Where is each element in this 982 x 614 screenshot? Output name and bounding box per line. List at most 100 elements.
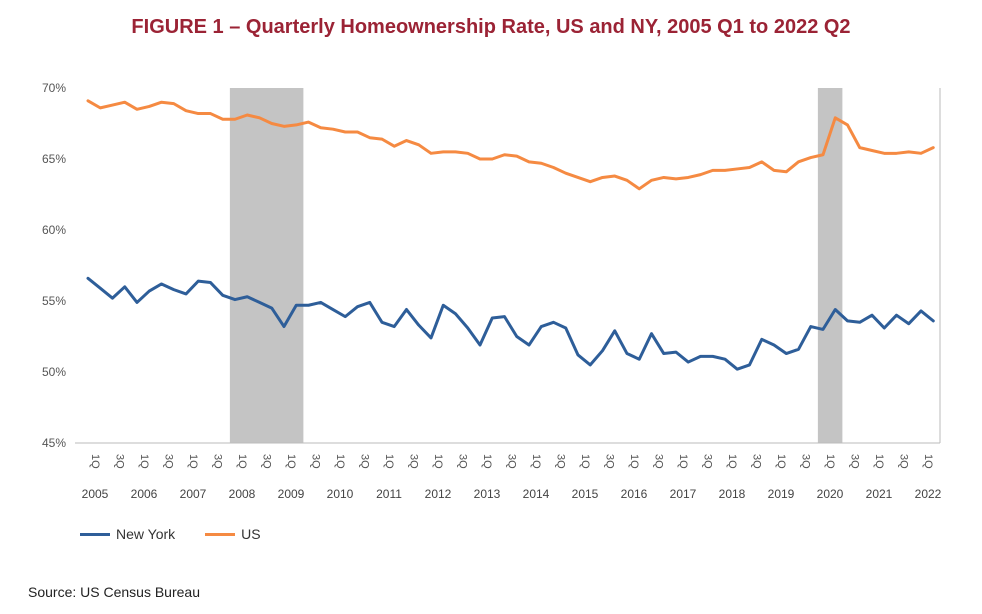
x-quarter-tick-label: 1Q	[334, 454, 346, 469]
data-point-new-york	[736, 367, 739, 371]
data-point-us	[356, 130, 359, 134]
data-point-new-york	[699, 355, 702, 358]
data-point-us	[160, 101, 163, 104]
x-quarter-tick-label: 1Q	[726, 454, 738, 469]
x-year-label: 2007	[180, 487, 207, 501]
data-point-us	[821, 153, 825, 156]
legend-swatch-us	[205, 532, 236, 536]
data-point-us	[233, 118, 237, 121]
source-note: Source: US Census Bureau	[28, 584, 200, 600]
data-point-us	[907, 150, 910, 154]
data-point-us	[417, 143, 420, 146]
data-point-new-york	[405, 308, 408, 311]
data-point-us	[589, 180, 592, 183]
data-point-us	[760, 160, 763, 164]
data-point-new-york	[429, 336, 433, 340]
x-quarter-tick-label: 3Q	[310, 454, 322, 469]
data-point-us	[307, 120, 310, 124]
legend-item-us: US	[205, 526, 261, 542]
data-point-us	[393, 145, 396, 148]
legend-label-new-york: New York	[116, 526, 176, 542]
data-point-us	[111, 103, 114, 107]
data-point-us	[123, 101, 126, 104]
data-point-us	[723, 169, 727, 172]
data-point-us	[466, 152, 469, 155]
data-point-us	[258, 116, 261, 120]
x-quarter-tick-label: 1Q	[677, 454, 689, 469]
data-point-new-york	[883, 326, 886, 330]
x-quarter-tick-label: 1Q	[432, 454, 444, 469]
data-point-us	[748, 166, 751, 169]
data-point-us	[785, 170, 788, 173]
data-point-new-york	[932, 319, 935, 323]
x-quarter-tick-label: 1Q	[824, 454, 836, 469]
data-point-new-york	[858, 321, 861, 324]
data-point-new-york	[466, 326, 469, 330]
data-point-us	[221, 118, 224, 121]
x-year-label: 2020	[817, 487, 844, 501]
data-point-new-york	[895, 314, 898, 317]
data-point-us	[246, 113, 249, 117]
data-point-new-york	[221, 294, 224, 297]
data-point-new-york	[160, 282, 163, 286]
data-point-new-york	[282, 325, 286, 328]
data-point-new-york	[527, 343, 531, 347]
data-point-us	[270, 122, 273, 125]
recession-band	[229, 88, 304, 443]
chart-title: FIGURE 1 – Quarterly Homeownership Rate,…	[131, 16, 851, 38]
data-point-new-york	[172, 288, 175, 291]
data-point-new-york	[601, 349, 604, 352]
data-point-us	[711, 169, 714, 172]
data-point-us	[380, 137, 384, 141]
data-point-new-york	[723, 358, 727, 361]
data-point-us	[809, 156, 812, 159]
data-point-us	[736, 167, 739, 171]
data-point-us	[172, 102, 175, 105]
data-point-us	[515, 154, 518, 158]
data-point-new-york	[393, 325, 396, 328]
y-tick-label: 70%	[42, 81, 66, 95]
data-point-new-york	[760, 338, 763, 341]
data-point-new-york	[748, 363, 751, 367]
data-point-new-york	[184, 292, 188, 296]
data-point-new-york	[356, 305, 359, 308]
data-point-new-york	[919, 309, 923, 313]
data-point-new-york	[711, 355, 714, 358]
x-year-label: 2019	[768, 487, 795, 501]
x-quarter-tick-label: 3Q	[555, 454, 567, 469]
data-point-us	[405, 139, 408, 142]
data-point-new-york	[564, 326, 567, 330]
x-quarter-tick-label: 1Q	[285, 454, 297, 469]
data-point-new-york	[625, 352, 629, 355]
data-point-us	[478, 157, 482, 161]
line-chart: 45% 50% 55% 60% 65% 70% 1Q 3Q 1Q 3Q 1Q 3Q 1Q 3Q 1Q 3Q 1Q…	[42, 81, 942, 501]
x-quarter-tick-label: 3Q	[506, 454, 518, 469]
data-point-us	[687, 176, 690, 179]
data-point-new-york	[540, 325, 543, 328]
y-tick-label: 60%	[42, 223, 66, 237]
data-point-new-york	[785, 352, 788, 355]
x-quarter-tick-label: 3Q	[604, 454, 616, 469]
data-point-us	[331, 127, 335, 131]
data-point-new-york	[613, 329, 616, 333]
data-point-new-york	[135, 301, 139, 304]
data-point-us	[86, 99, 90, 102]
data-point-us	[576, 176, 580, 179]
data-point-us	[883, 152, 886, 155]
data-point-us	[295, 123, 298, 127]
y-tick-label: 45%	[42, 436, 66, 450]
data-point-new-york	[209, 281, 212, 284]
data-point-us	[197, 112, 200, 115]
data-point-us	[613, 174, 616, 178]
data-point-us	[625, 179, 629, 182]
data-point-new-york	[99, 287, 102, 290]
data-point-us	[932, 146, 935, 149]
x-year-label: 2015	[572, 487, 599, 501]
data-point-new-york	[380, 321, 384, 324]
data-point-us	[344, 130, 347, 134]
axes	[75, 88, 941, 444]
x-quarter-tick-label: 1Q	[383, 454, 395, 469]
data-point-us	[527, 160, 531, 164]
data-point-new-york	[589, 363, 592, 367]
data-point-us	[184, 109, 188, 112]
